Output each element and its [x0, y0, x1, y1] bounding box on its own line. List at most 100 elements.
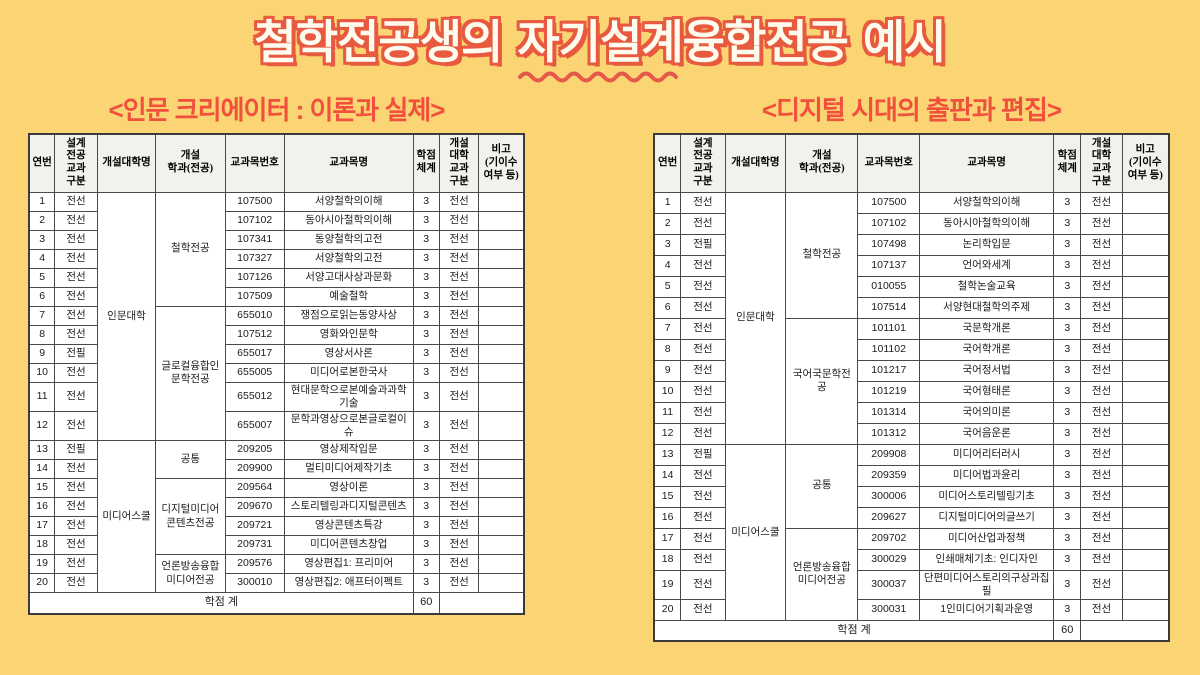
row-number-cell: 10 [28, 362, 56, 383]
note-cell [478, 267, 525, 288]
department-cell: 글로컬융합인문학전공 [155, 305, 226, 441]
row-number-cell: 20 [653, 598, 682, 621]
section-digital-publishing: <디지털 시대의 출판과 편집> 연번 설계 전공 교과 구분 개설대학명 개설 학과… [653, 88, 1170, 643]
total-credits-cell: 60 [412, 592, 440, 614]
course-name-cell: 미디어로본한국사 [283, 362, 414, 383]
course-code-cell: 209702 [857, 527, 921, 550]
row-number-cell: 6 [28, 286, 56, 307]
univ-type-cell: 전선 [1080, 317, 1123, 340]
column-header: 교과목번호 [857, 133, 921, 193]
note-cell [478, 459, 525, 479]
row-number-cell: 5 [653, 275, 682, 298]
row-number-cell: 4 [653, 254, 682, 277]
univ-type-cell: 전선 [1080, 191, 1123, 214]
course-code-cell: 107509 [224, 286, 285, 307]
course-code-cell: 209670 [224, 497, 285, 517]
course-type-cell: 전선 [54, 286, 98, 307]
univ-type-cell: 전선 [1080, 422, 1123, 445]
course-type-cell: 전선 [680, 359, 726, 382]
course-code-cell: 300006 [857, 485, 921, 508]
table-row: 4 전선 107137 언어와세계 3 전선 [653, 254, 1170, 277]
course-name-cell: 미디어스토리텔링기초 [919, 485, 1055, 508]
credits-cell: 3 [1053, 296, 1082, 319]
credits-cell: 3 [412, 573, 440, 593]
note-cell [1121, 191, 1170, 214]
univ-type-cell: 전선 [1080, 380, 1123, 403]
college-cell: 미디어스쿨 [96, 440, 157, 593]
course-name-cell: 인쇄매체기초: 인디자인 [919, 548, 1055, 571]
credits-cell: 3 [1053, 527, 1082, 550]
table-row: 18 전선 209731 미디어콘텐츠창업 3 전선 [28, 535, 525, 555]
course-code-cell: 209627 [857, 506, 921, 529]
total-label-cell: 학점 계 [653, 619, 1055, 642]
course-code-cell: 101312 [857, 422, 921, 445]
note-cell [478, 554, 525, 574]
department-cell: 언론방송융합미디어전공 [785, 527, 859, 621]
univ-type-cell: 전선 [1080, 254, 1123, 277]
univ-type-cell: 전선 [438, 410, 480, 442]
univ-type-cell: 전선 [1080, 464, 1123, 487]
course-code-cell: 107102 [224, 210, 285, 231]
table-row: 3 전필 107498 논리학입문 3 전선 [653, 233, 1170, 256]
note-cell [1121, 527, 1170, 550]
course-name-cell: 스토리텔링과디지털콘텐츠 [283, 497, 414, 517]
table-row: 6 전선 107509 예술철학 3 전선 [28, 286, 525, 307]
course-name-cell: 국어음운론 [919, 422, 1055, 445]
course-code-cell: 655012 [224, 381, 285, 412]
course-name-cell: 영상편집2: 애프터이펙트 [283, 573, 414, 593]
course-code-cell: 655010 [224, 305, 285, 326]
column-header: 개설 학과(전공) [785, 133, 859, 193]
course-code-cell: 107341 [224, 229, 285, 250]
row-number-cell: 16 [28, 497, 56, 517]
column-header: 개설 학과(전공) [155, 133, 226, 193]
column-header: 학점 체계 [412, 133, 440, 193]
credits-cell: 3 [412, 343, 440, 364]
credits-cell: 3 [1053, 233, 1082, 256]
univ-type-cell: 전선 [438, 554, 480, 574]
header-row: 연번 설계 전공 교과 구분 개설대학명 개설 학과(전공) 교과목번호 교과목명 학점 체… [653, 133, 1170, 193]
credits-cell: 3 [1053, 464, 1082, 487]
note-cell [1121, 464, 1170, 487]
course-type-cell: 전선 [54, 191, 98, 212]
course-name-cell: 서양철학의이해 [283, 191, 414, 212]
course-type-cell: 전선 [54, 210, 98, 231]
row-number-cell: 18 [653, 548, 682, 571]
row-number-cell: 13 [28, 440, 56, 460]
row-number-cell: 3 [653, 233, 682, 256]
course-type-cell: 전선 [680, 464, 726, 487]
course-type-cell: 전선 [680, 338, 726, 361]
note-cell [1121, 233, 1170, 256]
course-name-cell: 언어와세계 [919, 254, 1055, 277]
row-number-cell: 11 [653, 401, 682, 424]
department-cell: 공통 [785, 443, 859, 529]
table-row: 15 전선 300006 미디어스토리텔링기초 3 전선 [653, 485, 1170, 508]
note-cell [1121, 212, 1170, 235]
course-type-cell: 전선 [54, 267, 98, 288]
note-cell [478, 229, 525, 250]
row-number-cell: 9 [28, 343, 56, 364]
table-row: 17 전선 209721 영상콘텐츠특강 3 전선 [28, 516, 525, 536]
course-name-cell: 예술철학 [283, 286, 414, 307]
course-type-cell: 전선 [680, 569, 726, 600]
college-cell: 인문대학 [724, 191, 787, 445]
course-name-cell: 단편미디어스토리의구상과집필 [919, 569, 1055, 600]
total-credits-cell: 60 [1053, 619, 1082, 642]
column-header: 설계 전공 교과 구분 [54, 133, 98, 193]
course-name-cell: 영상편집1: 프리미어 [283, 554, 414, 574]
univ-type-cell: 전선 [438, 497, 480, 517]
table-row: 1 전선 인문대학 철학전공 107500 서양철학의이해 3 전선 [28, 191, 525, 441]
table-row: 9 전선 101217 국어정서법 3 전선 [653, 359, 1170, 382]
course-code-cell: 107512 [224, 324, 285, 345]
section-subtitle: <인문 크리에이터 : 이론과 실제> [108, 95, 446, 125]
course-code-cell: 300031 [857, 598, 921, 621]
course-type-cell: 전필 [54, 343, 98, 364]
note-cell [1121, 338, 1170, 361]
credits-cell: 3 [1053, 485, 1082, 508]
row-number-cell: 17 [28, 516, 56, 536]
univ-type-cell: 전선 [438, 286, 480, 307]
course-code-cell: 300010 [224, 573, 285, 593]
course-type-cell: 전선 [54, 573, 98, 593]
note-cell [478, 410, 525, 442]
univ-type-cell: 전선 [1080, 527, 1123, 550]
course-type-cell: 전선 [680, 275, 726, 298]
